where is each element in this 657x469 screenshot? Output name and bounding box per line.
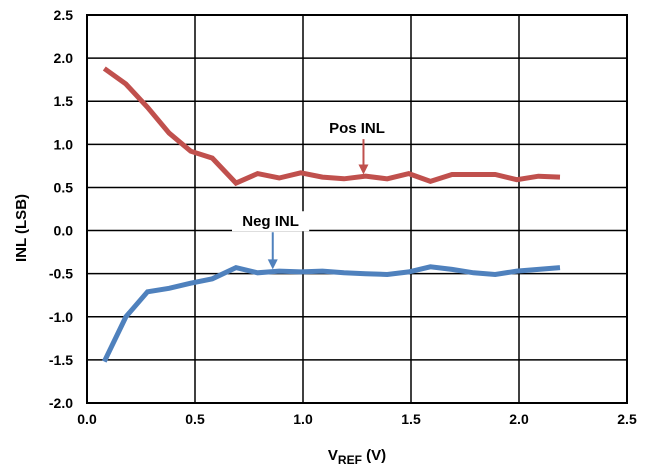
neg-inl-label-background: [232, 211, 310, 232]
y-tick-label: 2.0: [54, 50, 74, 66]
y-tick-label: 2.5: [54, 7, 74, 23]
plot-frame: [86, 14, 628, 404]
neg-inl-line: [102, 264, 561, 363]
x-tick-label: 1.5: [401, 411, 421, 427]
series-layer: [102, 66, 561, 363]
y-tick-label: 0.5: [54, 179, 74, 195]
pos-inl-line: [102, 66, 561, 187]
pos-inl-label-background: [318, 118, 396, 139]
y-tick-label: 0.0: [54, 223, 74, 239]
annotations: Pos INL Neg INL: [232, 118, 396, 270]
x-axis-title-main: V: [328, 447, 338, 464]
x-axis-title-subscript: REF: [338, 453, 362, 467]
x-tick-label: 2.0: [509, 411, 529, 427]
y-axis-title: INL (LSB): [13, 194, 30, 262]
y-tick-label: -1.0: [49, 309, 73, 325]
x-tick-label: 1.0: [293, 411, 313, 427]
pos-inl-label: Pos INL: [329, 120, 385, 137]
y-tick-label: 1.5: [54, 93, 74, 109]
y-tick-label: -0.5: [49, 266, 73, 282]
tick-labels: 0.0 0.5 1.0 1.5 2.0 2.5 2.5 2.0 1.5 1.0 0.5 0.0 -0.5…: [49, 7, 637, 427]
x-tick-label: 2.5: [617, 411, 637, 427]
neg-inl-label: Neg INL: [242, 213, 299, 230]
y-tick-label: -1.5: [49, 352, 73, 368]
x-axis-title: VREF (V): [328, 447, 386, 467]
neg-inl-arrow-head: [267, 259, 278, 270]
grid: [86, 14, 628, 404]
x-tick-label: 0.5: [185, 411, 205, 427]
x-tick-label: 0.0: [77, 411, 97, 427]
pos-inl-arrow-head: [358, 164, 369, 175]
y-tick-label: -2.0: [49, 395, 73, 411]
x-axis-title-unit: (V): [362, 447, 386, 464]
y-tick-label: 1.0: [54, 136, 74, 152]
